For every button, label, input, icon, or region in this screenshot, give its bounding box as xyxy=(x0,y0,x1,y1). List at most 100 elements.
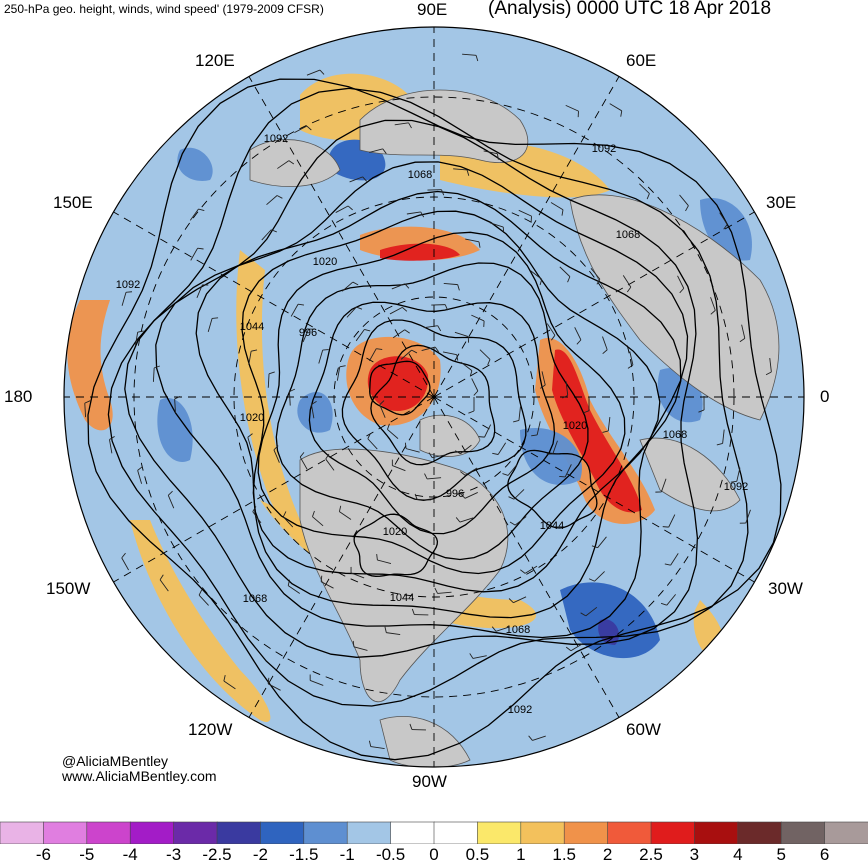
wind-barb xyxy=(590,268,601,280)
wind-barb xyxy=(513,596,527,604)
wind-barb-flag xyxy=(379,400,385,406)
wind-barb-flag xyxy=(319,69,325,75)
wind-barb xyxy=(460,444,472,455)
wind-barb xyxy=(570,643,584,652)
wind-barb xyxy=(736,467,741,482)
wind-barb-flag xyxy=(468,410,475,414)
wind-barb-flag xyxy=(411,349,418,354)
wind-barb xyxy=(421,346,436,352)
colorbar-swatch xyxy=(433,821,479,844)
wind-barb-flag xyxy=(137,330,144,333)
wind-barb-flag xyxy=(602,430,609,433)
wind-barb-flag xyxy=(223,675,226,682)
contour-label: 1044 xyxy=(390,592,414,604)
wind-barb xyxy=(677,275,685,289)
height-contour xyxy=(257,231,626,575)
wind-barb xyxy=(261,229,272,241)
wind-barb-flag xyxy=(322,349,329,351)
credit-website: www.AliciaMBentley.com xyxy=(62,768,217,784)
wind-barb xyxy=(622,275,632,288)
wind-barb xyxy=(299,456,308,470)
wind-barb-flag xyxy=(352,281,359,286)
wind-barb-flag xyxy=(580,612,587,617)
wind-barb xyxy=(267,683,281,691)
wind-barb xyxy=(459,517,474,523)
wind-barb-flag xyxy=(502,473,509,476)
height-contour xyxy=(341,319,527,501)
wind-barb-flag xyxy=(247,433,253,438)
land-masses xyxy=(249,89,780,767)
height-contour xyxy=(107,87,749,707)
colorbar-swatch xyxy=(86,821,132,844)
wind-barb-flag xyxy=(679,288,685,294)
longitude-label: 150E xyxy=(53,193,93,212)
wind-barb-flag xyxy=(478,241,481,248)
wind-barb-flag xyxy=(212,317,219,319)
wind-barb xyxy=(391,283,406,290)
longitude-label: 120E xyxy=(195,51,235,70)
wind-barb xyxy=(325,458,335,471)
longitude-line xyxy=(433,76,620,398)
colorbar-tick-label: 0 xyxy=(429,845,439,864)
contour-label: 1068 xyxy=(408,169,432,181)
wind-barb-flag xyxy=(591,545,598,549)
wind-barb-flag xyxy=(716,443,723,446)
wind-barb-flag xyxy=(455,450,461,455)
anomaly-region xyxy=(67,300,113,431)
wind-barb-flag xyxy=(698,409,705,413)
colorbar-swatch xyxy=(0,821,45,844)
wind-barb-flag xyxy=(457,284,460,291)
wind-barb-flag xyxy=(434,346,440,353)
wind-barb-flag xyxy=(475,55,479,62)
longitude-label: 120W xyxy=(188,720,233,739)
wind-barb xyxy=(370,746,385,749)
wind-barb-flag xyxy=(588,578,595,582)
longitude-label: 60W xyxy=(626,720,661,739)
wind-barb xyxy=(406,211,421,215)
wind-barb-flag xyxy=(646,193,650,200)
wind-barb xyxy=(443,282,458,286)
wind-barb xyxy=(339,511,352,520)
wind-barb-flag xyxy=(509,521,516,526)
wind-barb xyxy=(464,467,478,476)
wind-barb xyxy=(306,69,321,76)
wind-barb xyxy=(267,373,270,388)
wind-barb-flag xyxy=(739,337,746,343)
wind-barb xyxy=(198,594,209,606)
colorbar-swatch xyxy=(650,821,696,844)
wind-barb-flag xyxy=(508,598,514,603)
wind-barb xyxy=(460,361,473,371)
wind-barb xyxy=(369,148,383,153)
wind-barb xyxy=(629,351,634,366)
wind-barb xyxy=(552,440,558,455)
wind-barb xyxy=(597,536,607,548)
colorbar-tick-label: -5 xyxy=(79,845,95,864)
wind-barb-flag xyxy=(466,169,470,176)
wind-barb xyxy=(310,680,324,686)
wind-barb-flag xyxy=(513,420,520,423)
wind-barb-flag xyxy=(576,339,582,345)
wind-barb-flag xyxy=(362,176,368,182)
colorbar-tick-label: -2.5 xyxy=(202,845,232,864)
wind-barb-flag xyxy=(404,442,407,449)
wind-barb-flag xyxy=(252,506,257,512)
colorbar-tick-label: -2 xyxy=(252,845,268,864)
wind-barb xyxy=(497,442,507,455)
wind-barb-flag xyxy=(561,209,564,216)
wind-barb xyxy=(349,176,363,183)
wind-barb xyxy=(386,632,401,636)
wind-barb xyxy=(392,329,405,339)
land-mass xyxy=(249,139,341,187)
colorbar-tick-label: 1 xyxy=(516,845,526,864)
wind-barb-flag xyxy=(559,475,566,478)
colorbar-tick-label: 5 xyxy=(776,845,786,864)
longitude-label: 60E xyxy=(626,51,657,70)
colorbar-tick-label: -0.5 xyxy=(375,845,406,864)
contour-label: 996 xyxy=(446,488,464,500)
wind-barb xyxy=(341,281,354,292)
wind-barb xyxy=(668,514,676,528)
wind-barb-flag xyxy=(297,303,305,306)
colorbar-tick-label: -4 xyxy=(122,845,138,864)
map-title-left: 250-hPa geo. height, winds, wind speed' … xyxy=(4,2,324,16)
height-contour xyxy=(369,360,431,416)
